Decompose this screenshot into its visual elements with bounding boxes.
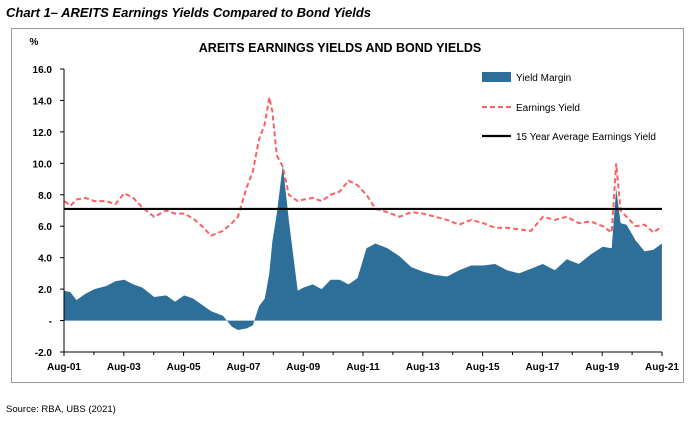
x-tick-label: Aug-11	[346, 362, 380, 373]
yield-margin-layer	[64, 164, 662, 330]
x-tick-label: Aug-09	[286, 362, 320, 373]
earnings-yield-line	[63, 97, 663, 237]
x-tick-label: Aug-19	[585, 362, 619, 373]
y-tick-label: 12.0	[33, 128, 53, 139]
y-tick-label: 8.0	[38, 191, 52, 202]
x-tick-label: Aug-03	[107, 362, 141, 373]
axes: 16.0 14.0 12.0 10.0 8.0 6.0 4.0 2.0 - -2.0 Aug-01 A…	[33, 65, 680, 373]
yield-margin-area	[64, 164, 662, 330]
x-tick-label: Aug-07	[226, 362, 260, 373]
earnings-yield-layer	[63, 97, 663, 237]
y-tick-label: -2.0	[35, 348, 53, 359]
y-tick-label: 4.0	[38, 254, 52, 265]
chart-frame	[11, 28, 684, 383]
x-tick-label: Aug-15	[466, 362, 500, 373]
legend-label-earnings-yield: Earnings Yield	[516, 103, 580, 114]
y-tick-label: 6.0	[38, 222, 52, 233]
y-axis-unit: %	[30, 37, 39, 48]
y-tick-label: 14.0	[33, 96, 53, 107]
x-tick-label: Aug-17	[525, 362, 559, 373]
y-tick-label: -	[49, 317, 52, 328]
x-tick-label: Aug-21	[645, 362, 679, 373]
source-note: Source: RBA, UBS (2021)	[6, 404, 116, 415]
legend: Yield Margin Earnings Yield 15 Year Averag…	[482, 72, 656, 143]
x-tick-label: Aug-05	[167, 362, 201, 373]
legend-label-average: 15 Year Average Earnings Yield	[516, 132, 656, 143]
legend-swatch-yield-margin	[482, 72, 511, 82]
y-tick-label: 10.0	[33, 159, 53, 170]
x-tick-label: Aug-01	[47, 362, 81, 373]
chart-title: AREITS EARNINGS YIELDS AND BOND YIELDS	[199, 41, 481, 55]
legend-label-yield-margin: Yield Margin	[516, 73, 571, 84]
y-tick-label: 2.0	[38, 285, 52, 296]
y-tick-label: 16.0	[33, 65, 53, 76]
x-tick-label: Aug-13	[406, 362, 440, 373]
chart-heading: Chart 1– AREITS Earnings Yields Compared…	[6, 5, 372, 20]
